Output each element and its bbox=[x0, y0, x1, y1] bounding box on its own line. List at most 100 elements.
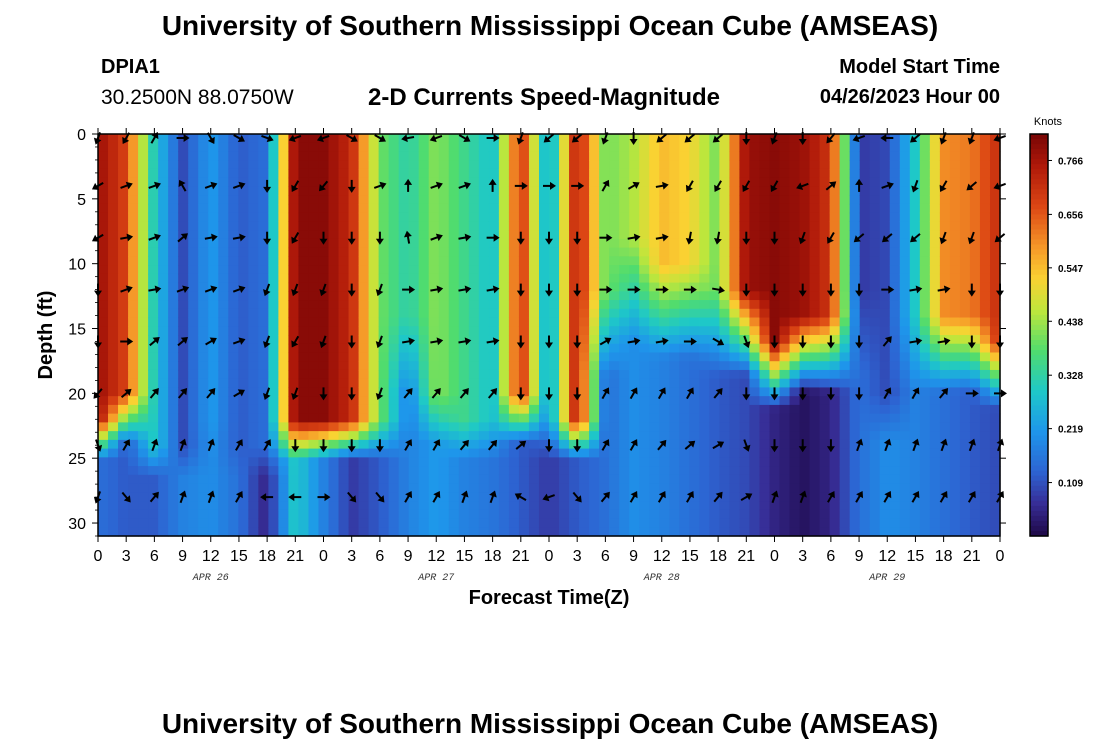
heatmap-cell bbox=[939, 413, 951, 423]
heatmap-cell bbox=[358, 326, 370, 336]
heatmap-cell bbox=[478, 291, 490, 301]
heatmap-cell bbox=[408, 474, 420, 485]
footer-title: University of Southern Mississippi Ocean… bbox=[161, 708, 939, 739]
heatmap-cell bbox=[508, 221, 520, 231]
heatmap-cell bbox=[258, 203, 269, 214]
heatmap-cell bbox=[919, 317, 931, 327]
heatmap-cell bbox=[398, 527, 410, 537]
heatmap-cell bbox=[308, 501, 320, 511]
heatmap-cell bbox=[799, 221, 811, 231]
heatmap-cell bbox=[468, 422, 480, 432]
heatmap-cell bbox=[839, 308, 851, 319]
current-arrow bbox=[910, 133, 921, 143]
heatmap-cell bbox=[308, 142, 320, 153]
heatmap-cell bbox=[739, 343, 751, 354]
heatmap-cell bbox=[859, 326, 871, 336]
heatmap-cell bbox=[198, 492, 209, 502]
heatmap-cell bbox=[819, 134, 831, 144]
heatmap-cell bbox=[589, 466, 600, 476]
heatmap-cell bbox=[849, 195, 861, 205]
heatmap-cell bbox=[989, 212, 1001, 222]
heatmap-cell bbox=[108, 238, 119, 249]
heatmap-cell bbox=[639, 308, 650, 319]
heatmap-cell bbox=[188, 326, 199, 336]
heatmap-cell bbox=[218, 247, 229, 257]
heatmap-cell bbox=[659, 326, 670, 336]
heatmap-cell bbox=[198, 134, 209, 144]
heatmap-cell bbox=[779, 343, 791, 354]
heatmap-cell bbox=[308, 404, 320, 415]
heatmap-cell bbox=[408, 509, 420, 520]
heatmap-cell bbox=[609, 466, 620, 476]
heatmap-cell bbox=[819, 212, 831, 222]
heatmap-cell bbox=[799, 195, 811, 205]
heatmap-cell bbox=[749, 142, 761, 153]
current-arrow bbox=[937, 337, 951, 346]
heatmap-cell bbox=[308, 457, 320, 467]
heatmap-cell bbox=[569, 335, 580, 345]
heatmap-cell bbox=[158, 448, 169, 458]
heatmap-cell bbox=[358, 343, 370, 354]
heatmap-cell bbox=[679, 160, 690, 170]
heatmap-cell bbox=[749, 335, 761, 345]
heatmap-cell bbox=[819, 326, 831, 336]
heatmap-cell bbox=[258, 134, 269, 144]
heatmap-cell bbox=[168, 413, 179, 423]
heatmap-cell bbox=[959, 212, 971, 222]
heatmap-cell bbox=[208, 177, 219, 188]
current-arrow bbox=[968, 438, 976, 452]
colorbar-segment bbox=[1030, 430, 1048, 437]
heatmap-cell bbox=[559, 396, 570, 406]
heatmap-cell bbox=[158, 343, 169, 354]
current-arrow bbox=[488, 178, 497, 192]
current-arrow bbox=[514, 493, 527, 501]
heatmap-cell bbox=[669, 431, 680, 441]
heatmap-cell bbox=[919, 291, 931, 301]
colorbar-segment bbox=[1030, 324, 1048, 331]
current-arrow bbox=[599, 337, 612, 346]
heatmap-cell bbox=[939, 369, 951, 380]
heatmap-cell bbox=[709, 483, 720, 493]
heatmap-cell bbox=[759, 186, 771, 196]
heatmap-cell bbox=[809, 308, 821, 319]
heatmap-cell bbox=[739, 238, 751, 249]
heatmap-cell bbox=[649, 247, 660, 257]
heatmap-cell bbox=[759, 369, 771, 380]
heatmap-cell bbox=[458, 256, 470, 266]
heatmap-cell bbox=[669, 369, 680, 380]
heatmap-cell bbox=[979, 378, 991, 389]
heatmap-cell bbox=[328, 291, 340, 301]
heatmap-cell bbox=[789, 265, 801, 275]
current-arrow bbox=[204, 285, 218, 294]
heatmap-cell bbox=[919, 203, 931, 214]
current-arrow bbox=[911, 491, 920, 503]
heatmap-cell bbox=[108, 256, 119, 266]
heatmap-cell bbox=[298, 256, 310, 266]
heatmap-cell bbox=[559, 474, 570, 485]
heatmap-cell bbox=[488, 474, 500, 485]
heatmap-cell bbox=[518, 195, 530, 205]
heatmap-cell bbox=[148, 518, 159, 528]
heatmap-cell bbox=[238, 509, 249, 520]
heatmap-cell bbox=[569, 378, 580, 389]
heatmap-cell bbox=[669, 212, 680, 222]
heatmap-cell bbox=[629, 273, 640, 284]
heatmap-cell bbox=[248, 177, 259, 188]
heatmap-cell bbox=[889, 501, 901, 511]
heatmap-cell bbox=[769, 186, 781, 196]
heatmap-cell bbox=[348, 142, 360, 153]
heatmap-cell bbox=[228, 308, 239, 319]
heatmap-cell bbox=[148, 422, 159, 432]
heatmap-cell bbox=[829, 396, 841, 406]
current-arrow bbox=[487, 439, 498, 451]
heatmap-cell bbox=[298, 361, 310, 371]
heatmap-cell bbox=[989, 335, 1001, 345]
heatmap-cell bbox=[869, 361, 881, 371]
heatmap-cell bbox=[398, 177, 410, 188]
heatmap-cell bbox=[749, 151, 761, 161]
heatmap-cell bbox=[538, 221, 550, 231]
heatmap-cell bbox=[889, 343, 901, 354]
heatmap-cell bbox=[128, 134, 139, 144]
heatmap-cell bbox=[158, 492, 169, 502]
